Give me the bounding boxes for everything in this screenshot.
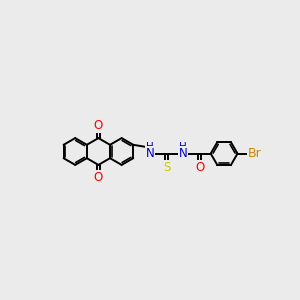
Text: Br: Br <box>248 147 262 160</box>
Text: H: H <box>179 142 187 152</box>
Text: O: O <box>94 171 103 184</box>
Text: O: O <box>195 161 204 174</box>
Text: N: N <box>179 147 188 160</box>
Text: S: S <box>163 161 170 174</box>
Text: N: N <box>146 147 154 160</box>
Text: O: O <box>94 119 103 132</box>
Text: H: H <box>146 142 154 152</box>
